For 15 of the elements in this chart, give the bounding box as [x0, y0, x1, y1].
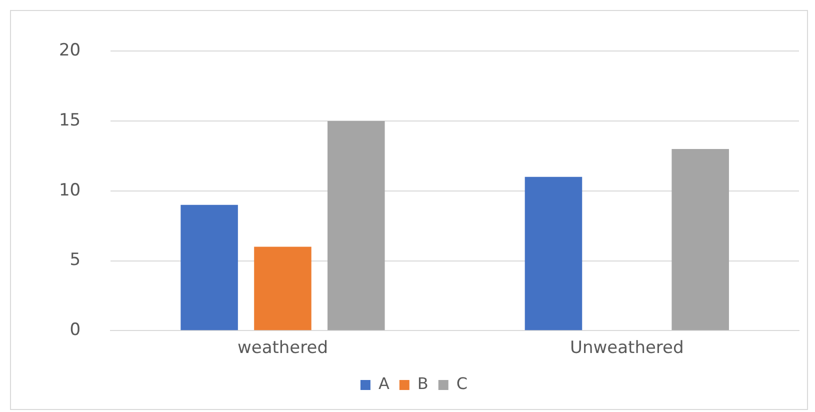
y-tick-label: 10 — [58, 180, 81, 200]
bar — [254, 246, 312, 330]
y-tick-label: 0 — [70, 320, 81, 340]
bar — [180, 204, 238, 330]
bar — [328, 121, 385, 330]
y-tick-label: 20 — [58, 40, 81, 61]
legend-label: A — [378, 374, 390, 394]
x-tick-label: weathered — [237, 338, 328, 358]
x-tick-label: Unweathered — [570, 338, 684, 358]
legend-label: C — [456, 374, 468, 394]
bar — [524, 176, 582, 330]
y-tick-label: 5 — [70, 250, 81, 270]
legend-label: B — [417, 374, 428, 394]
bar — [672, 148, 729, 330]
y-tick-label: 15 — [58, 110, 81, 130]
